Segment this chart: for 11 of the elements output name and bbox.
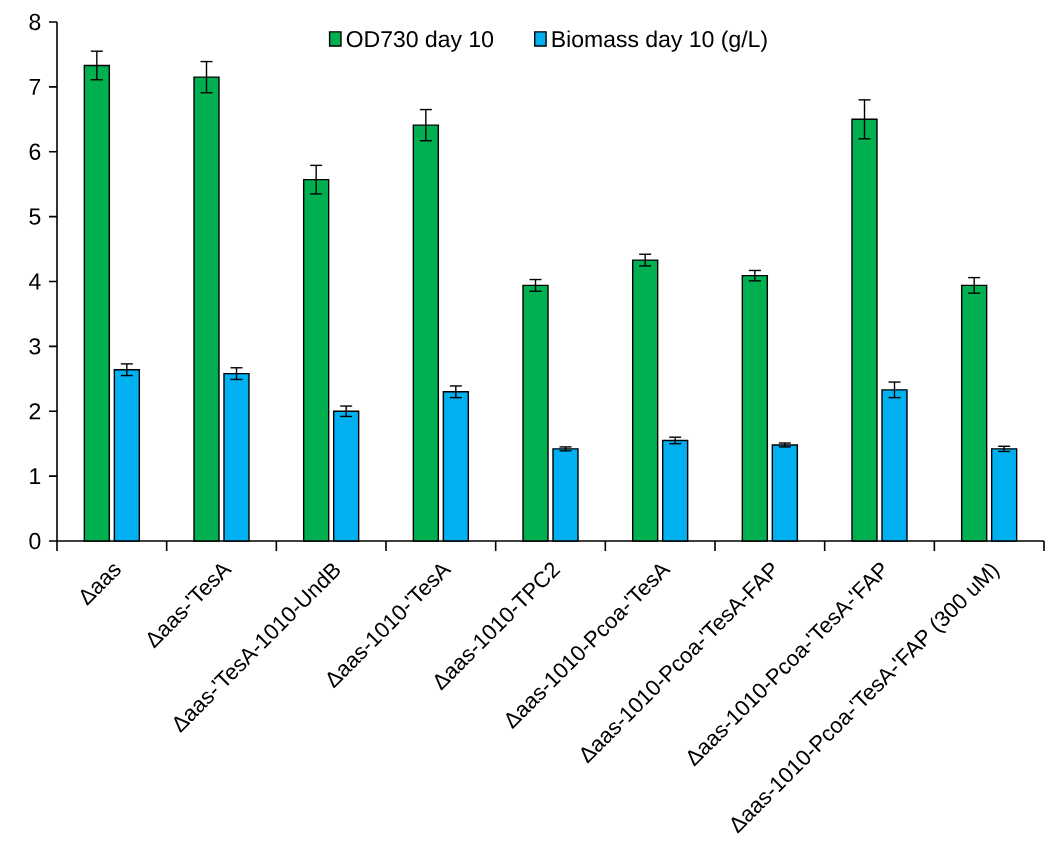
y-tick-label: 0 [29, 532, 41, 550]
y-tick-label: 4 [29, 273, 41, 290]
y-tick-label: 7 [29, 78, 41, 95]
y-tick-label: 6 [29, 143, 41, 160]
y-tick-label: 8 [29, 13, 41, 31]
y-tick-label: 3 [29, 338, 41, 355]
y-tick-label: 2 [29, 403, 41, 420]
legend-label: OD730 day 10 [346, 30, 494, 52]
y-tick-label: 5 [29, 208, 41, 225]
legend-label: Biomass day 10 (g/L) [552, 30, 767, 52]
y-tick-label: 1 [30, 468, 41, 485]
